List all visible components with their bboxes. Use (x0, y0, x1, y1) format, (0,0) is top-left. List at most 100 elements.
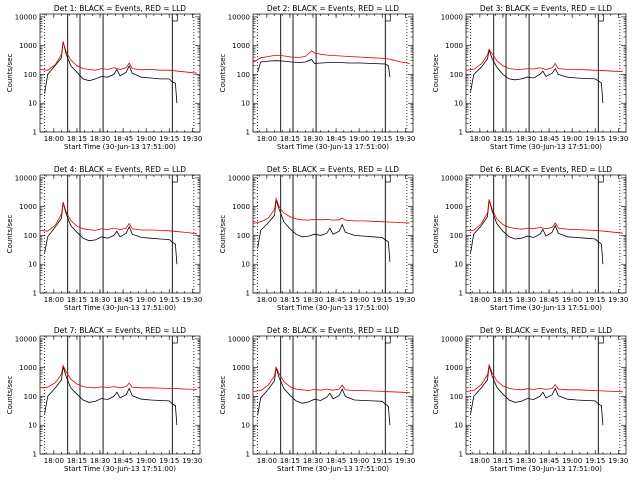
x-tick-label: 18:15 (280, 135, 300, 143)
x-tick-label: 18:45 (113, 135, 133, 143)
x-tick-label: 18:00 (44, 296, 64, 304)
x-axis-label: Start Time (30-Jun-13 17:51:00) (490, 143, 602, 151)
x-axis-label: Start Time (30-Jun-13 17:51:00) (277, 143, 389, 151)
plot-frame (252, 174, 414, 294)
x-tick-label: 19:30 (608, 296, 628, 304)
events-series-line (470, 365, 604, 426)
plot-frame (39, 335, 201, 455)
x-tick-label: 18:00 (257, 296, 277, 304)
y-tick-label: 1 (33, 129, 37, 137)
x-tick-label: 19:15 (585, 457, 605, 465)
top-step-marker (598, 14, 604, 22)
x-tick-label: 18:00 (257, 457, 277, 465)
y-tick-label: 10000 (15, 335, 37, 343)
y-tick-label: 1000 (232, 203, 250, 211)
x-tick-label: 18:45 (326, 457, 346, 465)
y-tick-label: 1 (246, 451, 250, 459)
y-tick-label: 1 (246, 129, 250, 137)
x-tick-label: 18:45 (326, 296, 346, 304)
y-tick-label: 1000 (19, 364, 37, 372)
x-tick-label: 18:45 (326, 135, 346, 143)
y-tick-label: 1 (459, 290, 463, 298)
x-tick-label: 19:15 (372, 135, 392, 143)
x-tick-label: 18:30 (516, 135, 536, 143)
top-step-marker (598, 175, 604, 183)
x-tick-label: 19:15 (159, 135, 179, 143)
detector-panel-1: Det 1: BLACK = Events, RED = LLD 1 10 100 10… (6, 4, 202, 151)
x-tick-label: 18:15 (67, 135, 87, 143)
x-tick-label: 19:30 (395, 457, 415, 465)
y-axis-label: Counts/sec (6, 54, 14, 93)
lld-series-line (39, 41, 197, 74)
plot-frame (39, 13, 201, 133)
events-series-line (257, 367, 391, 426)
lld-series-line (465, 48, 623, 72)
y-tick-label: 1 (246, 290, 250, 298)
panel-title: Det 4: BLACK = Events, RED = LLD (54, 165, 186, 174)
x-tick-label: 18:00 (44, 457, 64, 465)
detector-panel-3: Det 3: BLACK = Events, RED = LLD 1 10 100 10… (432, 4, 628, 151)
y-tick-label: 1000 (445, 364, 463, 372)
x-tick-label: 18:45 (113, 457, 133, 465)
top-step-marker (598, 336, 604, 344)
x-tick-label: 19:30 (182, 296, 202, 304)
x-tick-label: 18:15 (493, 135, 513, 143)
x-tick-label: 19:00 (562, 135, 582, 143)
y-axis-label: Counts/sec (432, 376, 440, 415)
x-tick-label: 18:30 (90, 296, 110, 304)
x-tick-label: 19:30 (395, 296, 415, 304)
y-tick-label: 100 (450, 232, 463, 240)
y-tick-label: 10000 (441, 335, 463, 343)
detector-panel-8: Det 8: BLACK = Events, RED = LLD 1 10 100 10… (219, 326, 415, 473)
y-tick-label: 1000 (232, 42, 250, 50)
top-step-marker (385, 14, 391, 22)
events-series-line (470, 48, 604, 104)
y-tick-label: 10 (241, 422, 250, 430)
y-tick-label: 10 (454, 100, 463, 108)
detector-panel-5: Det 5: BLACK = Events, RED = LLD 1 10 100 10… (219, 165, 415, 312)
x-tick-label: 19:00 (136, 457, 156, 465)
y-tick-label: 100 (24, 71, 37, 79)
top-step-marker (172, 14, 178, 22)
y-tick-label: 10 (241, 261, 250, 269)
x-axis-label: Start Time (30-Jun-13 17:51:00) (277, 304, 389, 312)
x-tick-label: 19:00 (562, 457, 582, 465)
x-axis-label: Start Time (30-Jun-13 17:51:00) (64, 304, 176, 312)
panel-title: Det 2: BLACK = Events, RED = LLD (267, 4, 399, 13)
lld-series-line (252, 50, 410, 64)
y-axis-label: Counts/sec (219, 376, 227, 415)
x-tick-label: 19:15 (585, 135, 605, 143)
panel-title: Det 8: BLACK = Events, RED = LLD (267, 326, 399, 335)
y-tick-label: 1000 (232, 364, 250, 372)
top-step-marker (385, 175, 391, 183)
x-tick-label: 18:00 (44, 135, 64, 143)
panel-title: Det 6: BLACK = Events, RED = LLD (480, 165, 612, 174)
x-tick-label: 19:00 (349, 296, 369, 304)
y-axis-label: Counts/sec (6, 376, 14, 415)
x-tick-label: 19:00 (562, 296, 582, 304)
x-axis-label: Start Time (30-Jun-13 17:51:00) (277, 465, 389, 473)
events-series-line (44, 202, 178, 265)
lld-series-line (252, 197, 410, 224)
x-axis-label: Start Time (30-Jun-13 17:51:00) (64, 143, 176, 151)
x-axis-label: Start Time (30-Jun-13 17:51:00) (64, 465, 176, 473)
x-tick-label: 18:00 (257, 135, 277, 143)
x-tick-label: 18:30 (303, 296, 323, 304)
y-tick-label: 10 (28, 261, 37, 269)
x-tick-label: 19:15 (159, 296, 179, 304)
x-tick-label: 18:00 (470, 457, 490, 465)
x-tick-label: 19:15 (585, 296, 605, 304)
x-tick-label: 18:15 (493, 457, 513, 465)
x-tick-label: 18:30 (303, 135, 323, 143)
y-tick-label: 1 (33, 290, 37, 298)
y-tick-label: 10000 (228, 335, 250, 343)
x-tick-label: 18:15 (493, 296, 513, 304)
x-tick-label: 18:45 (113, 296, 133, 304)
detector-panel-9: Det 9: BLACK = Events, RED = LLD 1 10 100 10… (432, 326, 628, 473)
y-tick-label: 1000 (19, 203, 37, 211)
panel-title: Det 3: BLACK = Events, RED = LLD (480, 4, 612, 13)
x-tick-label: 18:30 (90, 457, 110, 465)
x-tick-label: 18:30 (516, 296, 536, 304)
